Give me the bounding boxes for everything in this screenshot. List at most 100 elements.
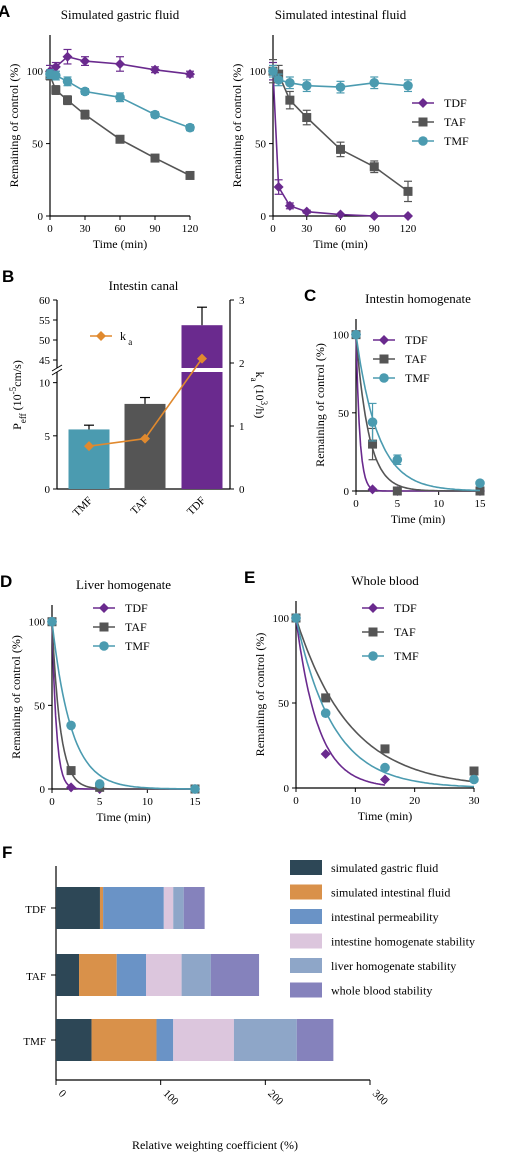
bar-segment	[173, 1019, 234, 1061]
panel-letter: C	[304, 286, 316, 305]
x-tick-label: 30	[469, 795, 481, 807]
series-TAF	[45, 70, 195, 180]
legend-label: TAF	[394, 625, 416, 639]
x-tick-label: 30	[301, 223, 313, 235]
bar-TMF	[68, 424, 110, 489]
series-line	[49, 75, 191, 177]
y-tick-label: 5	[45, 431, 51, 443]
y-tick-label: TMF	[23, 1036, 46, 1048]
bar-segment	[210, 954, 260, 996]
bar-segment	[173, 887, 184, 929]
x-tick-label: TDF	[185, 495, 208, 518]
y2-axis-label: ka (103/h)	[249, 372, 269, 419]
bar-segment	[146, 954, 182, 996]
y-tick-label: 60	[39, 295, 51, 307]
panel-A2: Simulated intestinal fluid 0 50 100 0 30 60 90 1…	[230, 7, 469, 251]
data-point	[380, 762, 390, 773]
x-axis-label: Time (min)	[93, 237, 148, 251]
x-tick-label: 20	[409, 795, 421, 807]
data-point	[367, 484, 378, 495]
legend-marker	[379, 354, 389, 364]
legend: TDF TAF TMF	[362, 601, 419, 663]
fit-curve	[51, 621, 195, 790]
series-TMF	[268, 64, 413, 94]
series-TDF	[291, 613, 390, 786]
bar-segment	[79, 954, 117, 996]
y-tick-label: 100	[250, 66, 267, 78]
panel-D: D Liver homogenate 0 50 100 0 5 10 15 Time (min) R…	[0, 572, 201, 824]
data-point	[62, 76, 73, 87]
data-point	[62, 51, 73, 62]
y-axis-label: Remaining of control (%)	[230, 64, 244, 188]
x-axis-label: Relative weighting coefficient (%)	[132, 1138, 298, 1152]
data-point	[51, 70, 61, 81]
y-tick-label: 0	[45, 484, 51, 496]
fit-curve	[51, 621, 195, 790]
data-point	[150, 109, 160, 120]
legend-swatch	[290, 933, 322, 949]
y2-tick-label: 0	[239, 484, 245, 496]
legend: TDF TAF TMF	[412, 96, 469, 148]
data-point	[335, 82, 346, 92]
fit-curve	[51, 621, 195, 790]
data-point	[284, 200, 295, 211]
legend-marker	[379, 335, 389, 345]
y-axis-label: Remaining of control (%)	[253, 633, 267, 757]
data-point	[369, 162, 379, 172]
x-tick-label: 200	[265, 1088, 286, 1109]
legend-swatch	[290, 982, 322, 998]
x-axis-label: Time (min)	[313, 237, 368, 251]
data-point	[150, 64, 160, 75]
data-point	[150, 153, 160, 163]
data-point	[301, 206, 312, 217]
y2-tick-label: 3	[239, 295, 245, 307]
label-part: P	[10, 423, 24, 430]
bar-row-TAF: TAF	[26, 954, 260, 996]
data-point	[285, 77, 295, 88]
chart-title: Intestin homogenate	[365, 291, 471, 306]
series-TMF	[47, 616, 200, 794]
data-point	[320, 749, 331, 759]
ka-point	[84, 441, 94, 452]
data-point	[351, 329, 361, 340]
chart-title: Liver homogenate	[76, 577, 171, 592]
legend-marker	[99, 603, 109, 613]
legend-label: TDF	[125, 601, 148, 615]
data-point	[469, 774, 479, 785]
legend-swatch	[290, 958, 322, 973]
x-tick-label: 10	[142, 796, 154, 808]
label-part: (10	[253, 382, 267, 401]
legend-marker	[418, 98, 428, 108]
data-point	[66, 720, 76, 731]
legend-marker	[379, 373, 389, 383]
bar-segment	[103, 887, 164, 929]
y-axis-label: Remaining of control (%)	[9, 635, 23, 759]
x-tick-label: 100	[161, 1088, 182, 1109]
bar	[124, 403, 166, 489]
data-point	[475, 486, 485, 496]
y-tick-label: TAF	[26, 971, 46, 983]
y-axis-label: Peff (10-5cm/s)	[8, 360, 28, 430]
bar-segment	[56, 887, 100, 929]
x-tick-label: 60	[335, 223, 347, 235]
y-tick-label: 50	[34, 700, 46, 712]
data-point	[380, 744, 390, 754]
x-tick-label: 5	[395, 498, 401, 510]
bar-segment	[181, 954, 211, 996]
legend-swatch	[290, 909, 322, 924]
fit-curve	[295, 617, 475, 783]
data-point	[273, 182, 284, 193]
y-tick-label: 50	[278, 698, 290, 710]
y-tick-label: TDF	[25, 904, 46, 916]
x-tick-label: 0	[353, 498, 359, 510]
chart-title: Intestin canal	[109, 278, 179, 293]
data-point	[320, 708, 331, 718]
y-tick-label: 0	[344, 486, 350, 498]
data-point	[80, 110, 90, 120]
panel-letter: E	[244, 568, 255, 587]
label-part: cm/s)	[10, 360, 24, 387]
label-sup: -5	[8, 386, 18, 394]
data-point	[403, 211, 413, 221]
panel-E: E Whole blood 0 50 100 0 10 20 30 Time (min) Remai…	[244, 568, 480, 823]
